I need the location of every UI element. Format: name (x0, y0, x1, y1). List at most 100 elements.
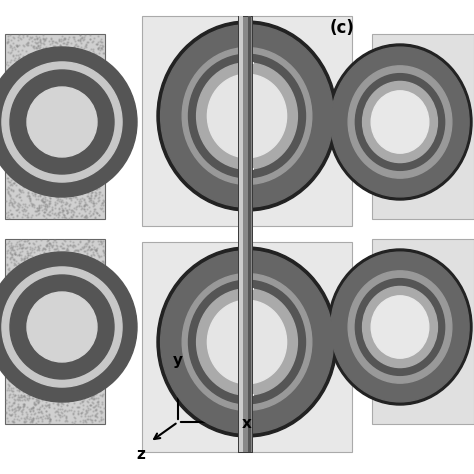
Point (19, 34, 27, 41)
Point (70, 64, 78, 72)
Point (75, 279, 83, 286)
Point (87, 393, 95, 401)
Point (96, 96, 104, 103)
Point (63, 38, 71, 46)
Point (82, 333, 90, 340)
Point (23, 53, 31, 60)
Point (82, 201, 89, 208)
Point (73, 50, 81, 57)
Point (89, 257, 96, 265)
Point (55, 165, 62, 173)
Point (19, 65, 27, 73)
Point (50, 322, 58, 330)
Point (63, 206, 70, 214)
Point (3, 346, 11, 354)
Point (91, 354, 98, 361)
Point (67, 118, 75, 125)
Point (68, 189, 75, 197)
Point (4, 246, 12, 254)
Point (49, 388, 56, 395)
Point (94, 45, 101, 53)
Point (8, 245, 16, 252)
Point (50, 94, 58, 102)
Point (27, 169, 34, 177)
Point (10, 64, 18, 72)
Point (24, 258, 31, 266)
Point (84, 82, 92, 90)
Point (98, 349, 106, 356)
Point (95, 63, 103, 71)
Point (36, 374, 44, 382)
Point (84, 269, 91, 277)
Point (26, 151, 33, 159)
Point (36, 245, 43, 252)
Point (47, 350, 55, 357)
Point (47, 54, 55, 62)
Point (18, 130, 26, 138)
Point (85, 375, 92, 383)
Point (18, 244, 26, 252)
Point (33, 49, 41, 56)
Point (47, 300, 55, 307)
Point (7, 181, 14, 189)
Point (92, 181, 100, 189)
Point (54, 63, 61, 71)
Bar (372, 34, 474, 219)
Point (72, 287, 79, 294)
Point (86, 207, 94, 215)
Point (95, 190, 103, 198)
Point (76, 342, 83, 350)
Point (31, 287, 39, 295)
Text: x: x (242, 417, 252, 431)
Point (84, 153, 91, 160)
Point (55, 47, 63, 55)
Point (63, 174, 70, 182)
Point (97, 291, 104, 298)
Point (18, 121, 25, 129)
Point (82, 378, 89, 386)
Point (9, 304, 16, 311)
Point (26, 194, 33, 201)
Point (96, 64, 103, 72)
Point (59, 282, 67, 289)
Point (16, 179, 24, 186)
Point (74, 118, 82, 126)
Point (26, 196, 33, 203)
Point (27, 286, 34, 293)
Point (8, 346, 16, 353)
Point (41, 203, 48, 210)
Point (6, 411, 13, 419)
Point (90, 313, 97, 321)
Point (64, 246, 71, 253)
Point (50, 300, 57, 307)
Point (73, 251, 81, 259)
Point (50, 299, 58, 306)
Point (86, 86, 93, 94)
Point (27, 352, 35, 359)
Point (89, 301, 97, 309)
Point (97, 138, 105, 146)
Point (21, 244, 28, 252)
Point (34, 63, 42, 71)
Point (46, 69, 54, 76)
Point (78, 313, 85, 320)
Point (95, 211, 103, 219)
Point (87, 389, 94, 396)
Point (30, 248, 37, 255)
Point (26, 64, 34, 72)
Point (21, 82, 28, 90)
Point (25, 201, 33, 209)
Point (61, 97, 69, 104)
Point (92, 246, 100, 253)
Point (78, 122, 85, 129)
Point (19, 182, 27, 190)
Point (85, 243, 92, 250)
Point (7, 111, 15, 119)
Point (95, 132, 102, 140)
Point (30, 44, 38, 52)
Point (51, 237, 58, 244)
Point (18, 103, 26, 111)
Point (59, 305, 67, 313)
Point (11, 63, 19, 70)
Point (45, 122, 52, 130)
